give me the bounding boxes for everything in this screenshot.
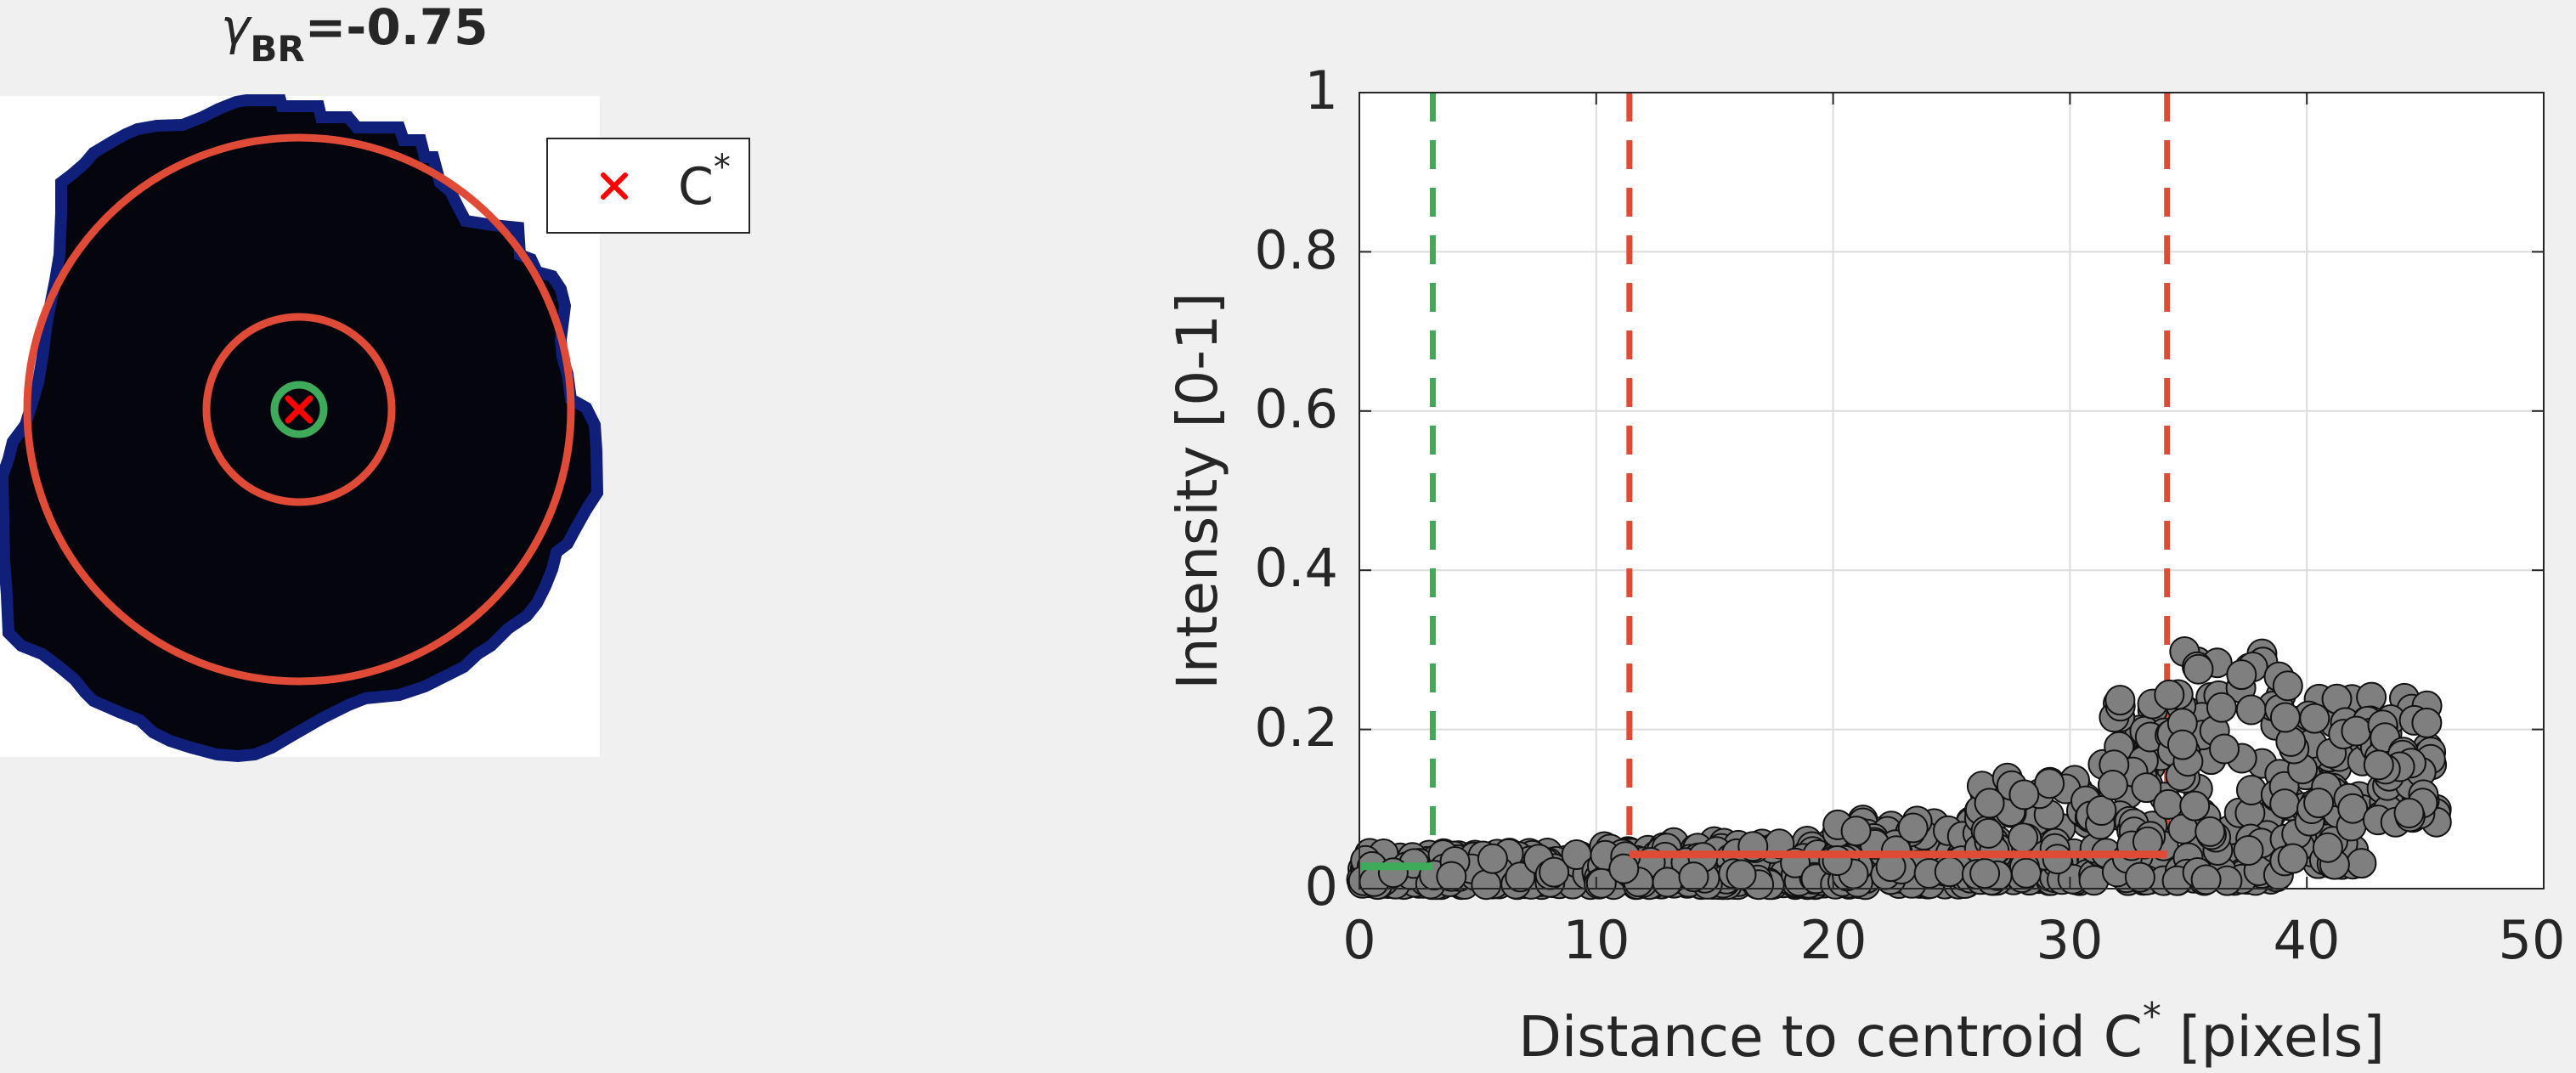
scatter-point: [2012, 859, 2041, 888]
scatter-point: [2395, 799, 2424, 827]
scatter-point: [2412, 709, 2441, 737]
scatter-point: [2126, 863, 2155, 892]
scatter-point: [2271, 703, 2300, 732]
x-axis-label-main: Distance to centroid C: [1518, 1004, 2143, 1070]
scatter-point: [2313, 833, 2342, 862]
scatter-point: [2300, 704, 2329, 733]
title-subscript: BR: [250, 28, 304, 70]
scatter-point: [2304, 788, 2333, 817]
scatter-point: [2043, 844, 2072, 873]
scatter-point: [2087, 796, 2116, 825]
scatter-point: [1653, 867, 1682, 896]
x-tick-label: 10: [1563, 909, 1630, 971]
scatter-point: [2342, 717, 2370, 746]
legend-label-text: C: [678, 157, 714, 217]
title-value: =-0.75: [305, 0, 489, 56]
scatter-point: [1935, 857, 1964, 886]
y-axis-label: Intensity [0-1]: [1165, 292, 1230, 690]
scatter-point: [1437, 862, 1466, 891]
x-axis-label: Distance to centroid C* [pixels]: [1518, 995, 2385, 1070]
scatter-point: [2155, 681, 2183, 709]
scatter-point: [2237, 696, 2266, 725]
scatter-point: [2184, 655, 2213, 684]
scatter-point: [1472, 870, 1500, 899]
scatter-point: [2227, 660, 2256, 689]
scatter-point: [2234, 836, 2263, 865]
scatter-point: [1975, 788, 2004, 817]
scatter-point: [2008, 823, 2037, 852]
x-axis-label-suffix: [pixels]: [2161, 1004, 2385, 1070]
y-tick-label: 0.4: [1254, 537, 1338, 599]
scatter-point: [1680, 862, 1709, 891]
scatter-point: [2009, 780, 2038, 809]
scatter-point: [2099, 771, 2127, 799]
legend: C*: [547, 138, 749, 233]
scatter-point: [2274, 671, 2302, 700]
scatter-point: [2195, 817, 2224, 846]
scatter-point: [1823, 846, 1852, 875]
x-tick-label: 20: [1800, 909, 1867, 971]
x-tick-label: 30: [2037, 909, 2104, 971]
y-tick-label: 1: [1305, 59, 1338, 121]
scatter-point: [1899, 814, 1928, 843]
scatter-point: [2270, 789, 2299, 818]
scatter-point: [1727, 861, 1756, 889]
x-tick-label: 50: [2499, 909, 2566, 971]
scatter-point: [1478, 844, 1507, 873]
scatter-point: [1609, 855, 1638, 884]
y-tick-label: 0.2: [1254, 697, 1338, 759]
y-tick-label: 0: [1305, 856, 1338, 918]
legend-label-sup: *: [714, 148, 731, 187]
y-tick-label: 0.8: [1254, 219, 1338, 281]
scatter-point: [2210, 735, 2239, 764]
scatter-point: [2207, 693, 2236, 722]
scatter-point: [2105, 686, 2134, 714]
scatter-point: [2168, 731, 2197, 760]
scatter-point: [2364, 750, 2393, 779]
scatter-point: [1970, 859, 1999, 888]
scatter-point: [1842, 816, 1871, 845]
x-tick-label: 0: [1342, 909, 1376, 971]
title-gamma: γ: [221, 0, 252, 56]
scatter-point: [2192, 865, 2221, 894]
scatter-point: [2180, 792, 2209, 821]
scatter-point: [2347, 849, 2375, 878]
x-axis-label-sup: *: [2143, 995, 2161, 1038]
scatter-point: [2279, 844, 2308, 873]
y-tick-label: 0.6: [1254, 378, 1338, 440]
x-tick-label: 40: [2274, 909, 2341, 971]
scatter-point: [1974, 819, 2003, 848]
